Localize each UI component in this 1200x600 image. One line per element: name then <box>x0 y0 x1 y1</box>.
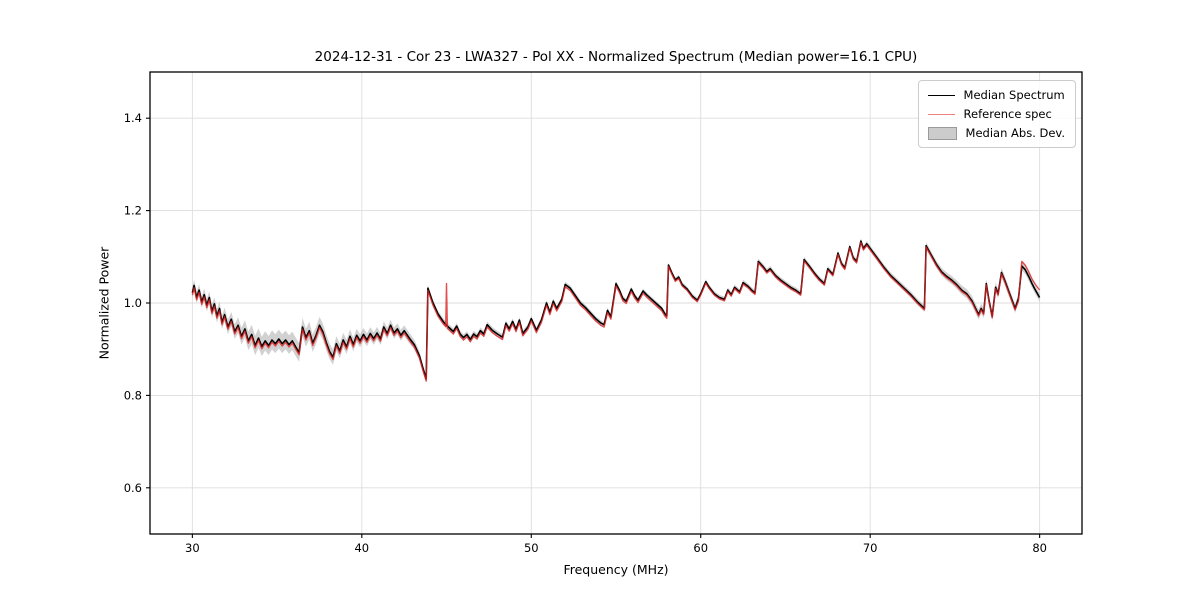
legend-label-reference-spec: Reference spec <box>963 107 1052 121</box>
x-tick-labels: 30 40 50 60 70 80 <box>185 541 1047 555</box>
reference-spec-line <box>191 241 1041 382</box>
legend-item-median-spectrum: Median Spectrum <box>927 88 1065 102</box>
chart-title: 2024-12-31 - Cor 23 - LWA327 - Pol XX - … <box>314 49 918 65</box>
legend-label-median-spectrum: Median Spectrum <box>963 88 1065 102</box>
legend-label-median-abs-dev: Median Abs. Dev. <box>965 126 1065 140</box>
x-tick-label: 40 <box>354 541 369 555</box>
y-tick-label: 1.4 <box>124 111 142 125</box>
median-spectrum-line <box>191 240 1041 380</box>
median-spectrum-line-swatch <box>927 94 955 96</box>
median-abs-dev-patch-swatch <box>927 126 957 140</box>
x-tick-label: 60 <box>693 541 708 555</box>
y-tick-label: 1.0 <box>124 296 142 310</box>
grid-lines <box>150 72 1082 534</box>
legend-item-median-abs-dev: Median Abs. Dev. <box>927 126 1065 140</box>
x-axis-label: Frequency (MHz) <box>563 562 669 577</box>
y-tick-label: 1.2 <box>124 204 142 218</box>
x-tick-label: 80 <box>1032 541 1047 555</box>
axis-ticks <box>146 117 1041 538</box>
reference-spec-line-swatch <box>927 113 955 115</box>
y-tick-label: 0.8 <box>124 388 142 402</box>
mad-band <box>192 238 1040 383</box>
y-axis-label: Normalized Power <box>96 246 112 360</box>
y-tick-labels: 0.6 0.8 1.0 1.2 1.4 <box>124 111 142 495</box>
y-tick-label: 0.6 <box>124 481 142 495</box>
legend-item-reference-spec: Reference spec <box>927 107 1065 121</box>
chart-legend: Median Spectrum Reference spec Median Ab… <box>917 80 1076 148</box>
x-tick-label: 50 <box>524 541 539 555</box>
x-tick-label: 30 <box>185 541 200 555</box>
x-tick-label: 70 <box>863 541 878 555</box>
